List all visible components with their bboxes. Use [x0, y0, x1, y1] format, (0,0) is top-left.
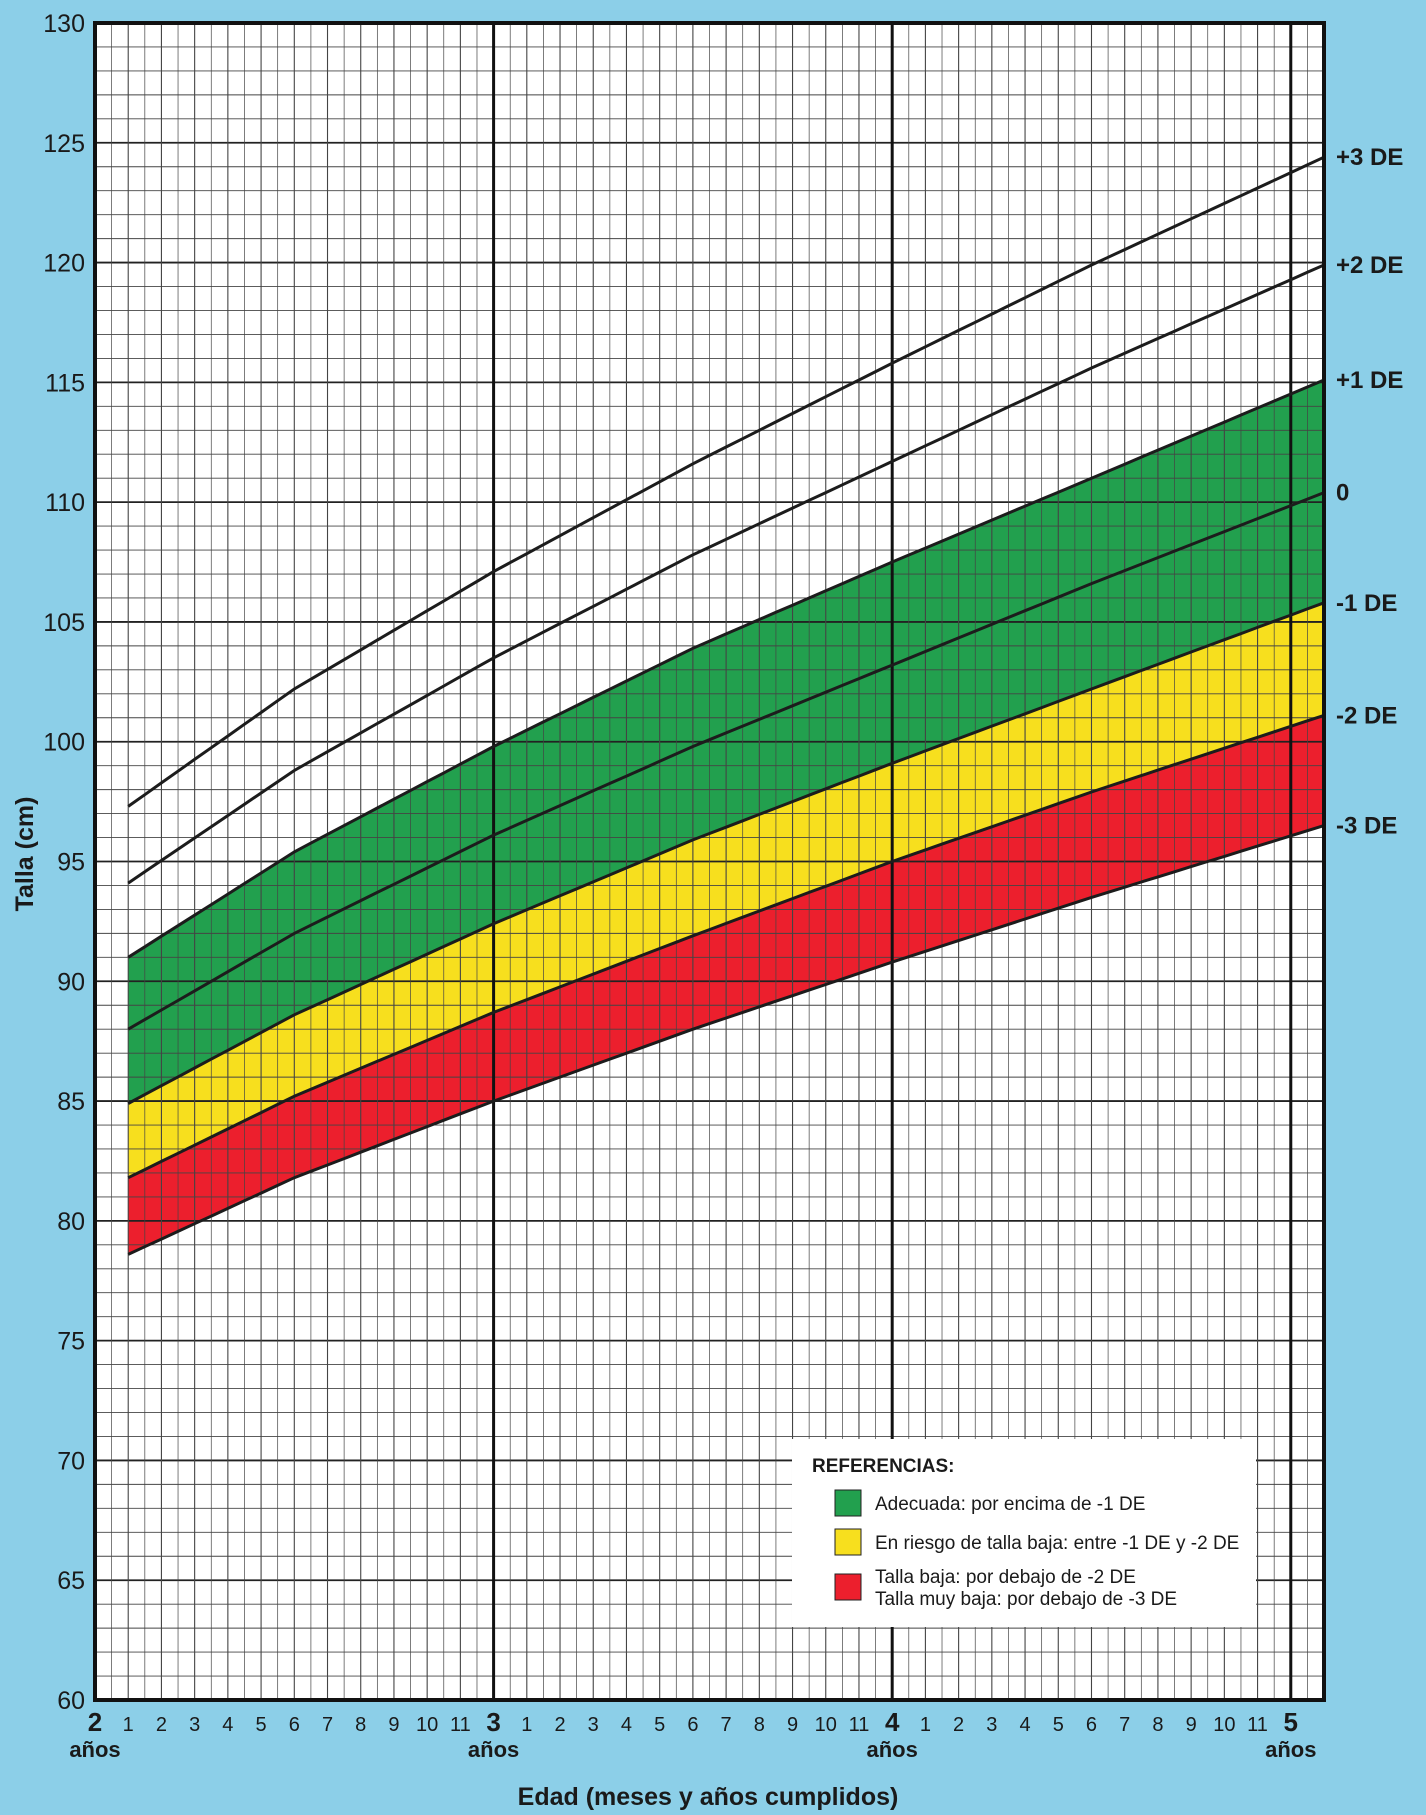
legend-box	[792, 1439, 1256, 1627]
x-tick-sublabel-0: años	[69, 1737, 120, 1762]
curve-label-1: +2 DE	[1336, 252, 1403, 279]
x-tick-label-14: 2	[554, 1714, 565, 1736]
legend-swatch-2	[834, 1573, 862, 1601]
curve-3	[127, 491, 1325, 1031]
curve-6	[127, 824, 1325, 1256]
x-tick-label-4: 4	[222, 1714, 233, 1736]
x-tick-label-3: 3	[189, 1714, 200, 1736]
x-tick-label-25: 1	[920, 1714, 931, 1736]
curve-label-2: +1 DE	[1336, 367, 1403, 394]
x-tick-label-36: 5	[1284, 1707, 1298, 1737]
legend-swatch-1	[834, 1528, 862, 1556]
curve-label-6: -3 DE	[1336, 813, 1397, 840]
legend-item-2-line-0: Talla baja: por debajo de -2 DE	[875, 1567, 1136, 1588]
curve-label-5: -2 DE	[1336, 702, 1397, 729]
x-tick-label-32: 8	[1152, 1714, 1163, 1736]
y-tick-label-12: 120	[43, 250, 85, 278]
x-tick-label-13: 1	[521, 1714, 532, 1736]
y-tick-label-7: 95	[57, 849, 85, 877]
legend-swatch-0	[834, 1489, 862, 1517]
x-tick-label-15: 3	[588, 1714, 599, 1736]
x-tick-label-12: 3	[486, 1707, 500, 1737]
x-tick-label-1: 1	[123, 1714, 134, 1736]
x-tick-sublabel-24: años	[867, 1737, 918, 1762]
x-tick-label-35: 11	[1247, 1714, 1268, 1736]
y-axis-label: Talla (cm)	[11, 797, 39, 912]
y-tick-label-6: 90	[57, 968, 85, 996]
x-tick-label-8: 8	[355, 1714, 366, 1736]
x-tick-label-16: 4	[621, 1714, 632, 1736]
curve-label-4: -1 DE	[1336, 590, 1397, 617]
x-tick-label-0: 2	[88, 1707, 102, 1737]
x-tick-label-28: 4	[1019, 1714, 1030, 1736]
y-tick-label-14: 130	[43, 10, 85, 38]
x-tick-label-29: 5	[1053, 1714, 1064, 1736]
x-tick-sublabel-36: años	[1265, 1737, 1316, 1762]
x-tick-label-17: 5	[654, 1714, 665, 1736]
plot-frame	[93, 21, 1326, 1702]
y-tick-label-5: 85	[57, 1088, 85, 1116]
x-tick-label-20: 8	[754, 1714, 765, 1736]
legend-title: REFERENCIAS:	[812, 1456, 955, 1477]
x-tick-label-22: 10	[815, 1714, 837, 1736]
x-tick-label-19: 7	[721, 1714, 732, 1736]
x-tick-label-30: 6	[1086, 1714, 1097, 1736]
y-tick-label-1: 65	[57, 1567, 85, 1595]
x-tick-label-11: 11	[450, 1714, 471, 1736]
legend-item-1-line-0: En riesgo de talla baja: entre -1 DE y -…	[875, 1533, 1239, 1554]
x-axis-label: Edad (meses y años cumplidos)	[518, 1783, 899, 1811]
x-tick-label-6: 6	[289, 1714, 300, 1736]
x-tick-sublabel-12: años	[468, 1737, 519, 1762]
curve-4	[127, 601, 1325, 1105]
curve-label-0: +3 DE	[1336, 144, 1403, 171]
x-tick-label-27: 3	[986, 1714, 997, 1736]
x-tick-label-23: 11	[849, 1714, 870, 1736]
y-tick-label-3: 75	[57, 1328, 85, 1356]
x-tick-label-21: 9	[787, 1714, 798, 1736]
curve-5	[127, 713, 1325, 1180]
x-tick-label-18: 6	[687, 1714, 698, 1736]
y-tick-label-2: 70	[57, 1447, 85, 1475]
y-tick-label-13: 125	[43, 130, 85, 158]
x-tick-label-9: 9	[388, 1714, 399, 1736]
x-tick-label-7: 7	[322, 1714, 333, 1736]
curves-layer: +3 DE +2 DE +1 DE 0 -1 DE -2 DE -3 DE	[127, 144, 1403, 1256]
y-tick-label-0: 60	[57, 1687, 85, 1715]
x-tick-label-26: 2	[953, 1714, 964, 1736]
curve-2	[127, 378, 1325, 959]
legend-item-0-line-0: Adecuada: por encima de -1 DE	[875, 1494, 1145, 1515]
y-tick-label-10: 110	[45, 489, 85, 517]
x-tick-label-24: 4	[885, 1707, 900, 1737]
legend-item-2-line-1: Talla muy baja: por debajo de -3 DE	[875, 1589, 1177, 1610]
x-tick-label-2: 2	[156, 1714, 167, 1736]
grid-layer	[93, 22, 1325, 1701]
curve-0	[127, 155, 1325, 808]
axes-layer: 60657075808590951001051101151201251302añ…	[43, 10, 1326, 1762]
x-tick-label-10: 10	[416, 1714, 438, 1736]
x-tick-label-5: 5	[256, 1714, 267, 1736]
x-tick-label-31: 7	[1119, 1714, 1130, 1736]
legend: REFERENCIAS: Adecuada: por encima de -1 D…	[792, 1439, 1256, 1627]
x-tick-label-33: 9	[1186, 1714, 1197, 1736]
curve-1	[127, 263, 1325, 885]
y-tick-label-4: 80	[57, 1208, 85, 1236]
y-tick-label-11: 115	[45, 369, 85, 397]
x-tick-label-34: 10	[1213, 1714, 1235, 1736]
y-tick-label-8: 100	[43, 729, 85, 757]
curve-label-3: 0	[1336, 480, 1349, 507]
y-tick-label-9: 105	[43, 609, 85, 637]
